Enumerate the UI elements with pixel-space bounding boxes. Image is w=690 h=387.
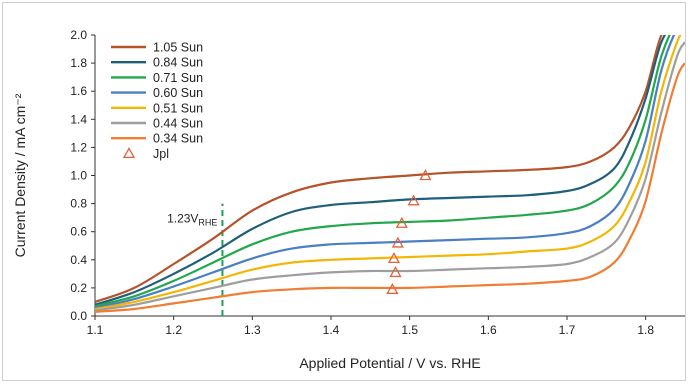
series-group [95,35,685,313]
series-line-034-sun [95,62,685,313]
series-line-105-sun [95,35,663,303]
y-tick-label: 0.4 [70,253,87,267]
jpl-marker [386,282,399,294]
y-tick-label: 1.4 [70,112,87,126]
x-tick-label: 1.4 [323,323,340,337]
chart-frame: 0.0 0.2 0.4 0.6 0.8 1.0 1.2 1.4 1.6 1.8 2.0 1.1 1.2 1… [2,2,686,381]
markers-group [386,169,432,294]
jpl-marker [389,266,402,278]
y-tick-label: 1.2 [70,140,87,154]
jpl-marker [391,236,404,248]
jpl-marker [419,169,432,181]
legend-marker-jpl [122,147,136,159]
y-tick-label: 1.8 [70,56,87,70]
x-tick-label: 1.2 [165,323,182,337]
line-chart: 0.0 0.2 0.4 0.6 0.8 1.0 1.2 1.4 1.6 1.8 2.0 1.1 1.2 1… [12,28,685,371]
y-tick-label: 0.2 [70,281,87,295]
legend-label: 0.34 Sun [153,132,203,146]
series-line-051-sun [95,35,682,311]
y-tick-label: 0.0 [70,309,87,323]
y-tick-label: 1.6 [70,84,87,98]
series-line-071-sun [95,35,671,308]
series-line-060-sun [95,35,676,309]
jpl-marker [395,216,408,228]
x-tick-label: 1.7 [559,323,576,337]
y-tick-label: 1.0 [70,169,87,183]
y-axis-label: Current Density / mA cm⁻² [12,93,28,257]
jpl-marker [407,194,420,206]
legend-label: 0.44 Sun [153,117,203,131]
legend-label: 1.05 Sun [153,41,203,55]
y-tick-label: 0.6 [70,225,87,239]
series-line-084-sun [95,35,667,306]
x-tick-label: 1.5 [401,323,418,337]
jpl-marker [387,252,401,264]
legend-label: 0.71 Sun [153,71,203,85]
y-tick-label: 2.0 [70,28,87,42]
reference-line-label-main: 1.23V [167,212,198,226]
reference-line-label: 1.23VRHE [167,212,217,228]
y-tick-label: 0.8 [70,197,87,211]
x-tick-label: 1.3 [244,323,261,337]
series-line-044-sun [95,41,685,312]
x-axis-label: Applied Potential / V vs. RHE [299,355,480,371]
x-tick-label: 1.8 [637,323,654,337]
x-tick-label: 1.6 [480,323,497,337]
axes: 0.0 0.2 0.4 0.6 0.8 1.0 1.2 1.4 1.6 1.8 2.0 1.1 1.2 1… [70,28,685,337]
x-tick-label: 1.1 [87,323,104,337]
legend-label: 0.51 Sun [153,101,203,115]
reference-line-group: 1.23VRHE [167,203,224,316]
legend-label: 0.84 Sun [153,56,203,70]
legend-label: 0.60 Sun [153,86,203,100]
reference-line-label-sub: RHE [198,218,217,228]
legend-label-jpl: Jpl [153,147,169,161]
